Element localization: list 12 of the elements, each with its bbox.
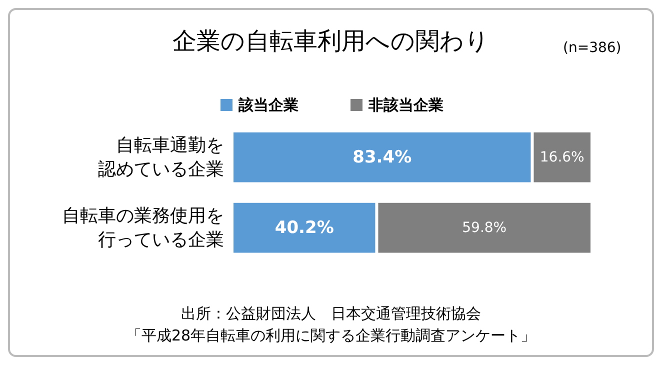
chart-subtitle: (n=386) bbox=[563, 40, 622, 56]
data-label: 83.4% bbox=[352, 147, 412, 168]
text: 出所：公益財団法人 日本交通管理技術協会 bbox=[181, 304, 481, 322]
legend-label: 非該当企業 bbox=[368, 96, 444, 114]
chart-title: 企業の自転車利用への関わり bbox=[172, 27, 490, 55]
text: 「平成28年自転車の利用に関する企業行動調査アンケート」 bbox=[126, 326, 536, 344]
legend-label: 該当企業 bbox=[238, 96, 298, 114]
data-label: 16.6% bbox=[540, 149, 584, 166]
data-label: 40.2% bbox=[274, 218, 334, 238]
y-tick-label: 自転車の業務使用を行っている企業 bbox=[62, 205, 224, 250]
data-label: 59.8% bbox=[462, 220, 507, 236]
y-tick-label: 自転車通勤を認めている企業 bbox=[98, 134, 224, 180]
